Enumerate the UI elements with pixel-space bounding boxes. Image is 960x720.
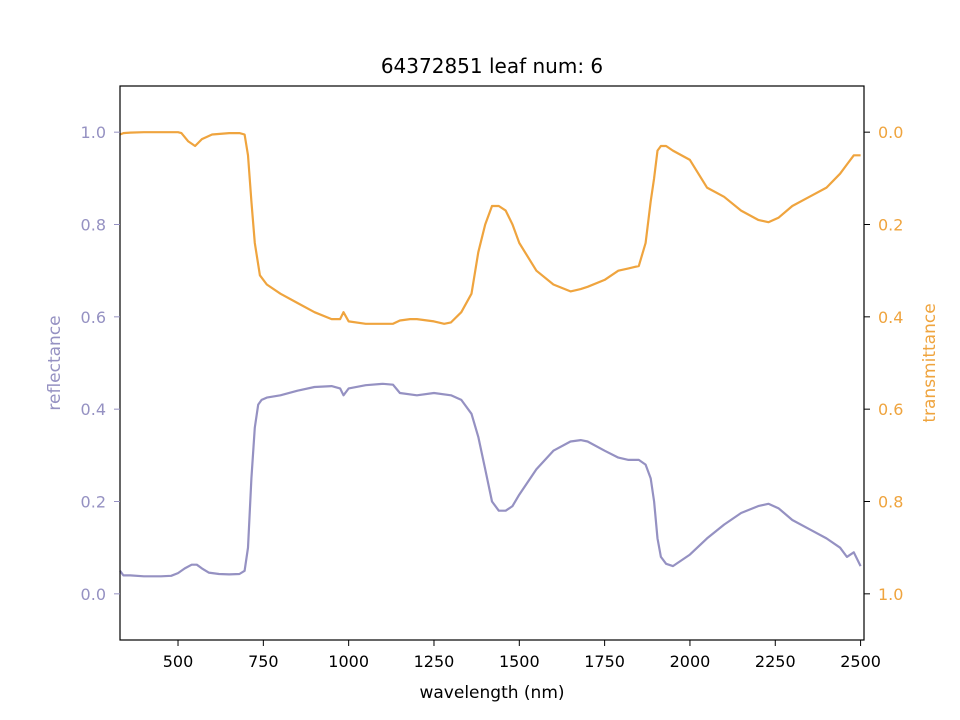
y2-tick-label: 0.8 xyxy=(878,493,903,512)
reflectance-line xyxy=(119,382,862,578)
y-tick-label: 0.2 xyxy=(81,493,106,512)
y2-tick-label: 0.2 xyxy=(878,216,903,235)
y-tick-label: 0.8 xyxy=(81,216,106,235)
x-tick-label: 2500 xyxy=(840,652,881,671)
x-tick-label: 1750 xyxy=(584,652,625,671)
y-tick-label: 0.0 xyxy=(81,585,106,604)
x-tick-label: 500 xyxy=(163,652,194,671)
y-axis-label: reflectance xyxy=(45,315,65,410)
plot-frame xyxy=(119,85,865,641)
x-tick-label: 750 xyxy=(248,652,279,671)
y2-tick-label: 0.0 xyxy=(878,123,903,142)
x-tick-label: 1250 xyxy=(414,652,455,671)
y-axis-reflectance: 0.0 0.2 0.4 0.6 0.8 1.0 xyxy=(81,123,120,604)
plot-area xyxy=(119,131,862,578)
y-tick-label: 1.0 xyxy=(81,123,106,142)
chart-title: 64372851 leaf num: 6 xyxy=(381,54,603,78)
y-tick-label: 0.4 xyxy=(81,400,106,419)
x-tick-label: 2000 xyxy=(670,652,711,671)
y2-axis-label: transmittance xyxy=(920,303,940,422)
x-axis: 500 750 1000 1250 1500 1750 2000 2250 2500 xyxy=(163,640,881,671)
x-tick-label: 1000 xyxy=(328,652,369,671)
y2-tick-label: 0.4 xyxy=(878,308,903,327)
x-tick-label: 2250 xyxy=(755,652,796,671)
y-axis-transmittance: 0.0 0.2 0.4 0.6 0.8 1.0 xyxy=(864,123,903,604)
y2-tick-label: 1.0 xyxy=(878,585,903,604)
y2-tick-label: 0.6 xyxy=(878,400,903,419)
x-axis-label: wavelength (nm) xyxy=(419,683,564,703)
transmittance-line xyxy=(119,131,861,325)
y-tick-label: 0.6 xyxy=(81,308,106,327)
x-tick-label: 1500 xyxy=(499,652,540,671)
